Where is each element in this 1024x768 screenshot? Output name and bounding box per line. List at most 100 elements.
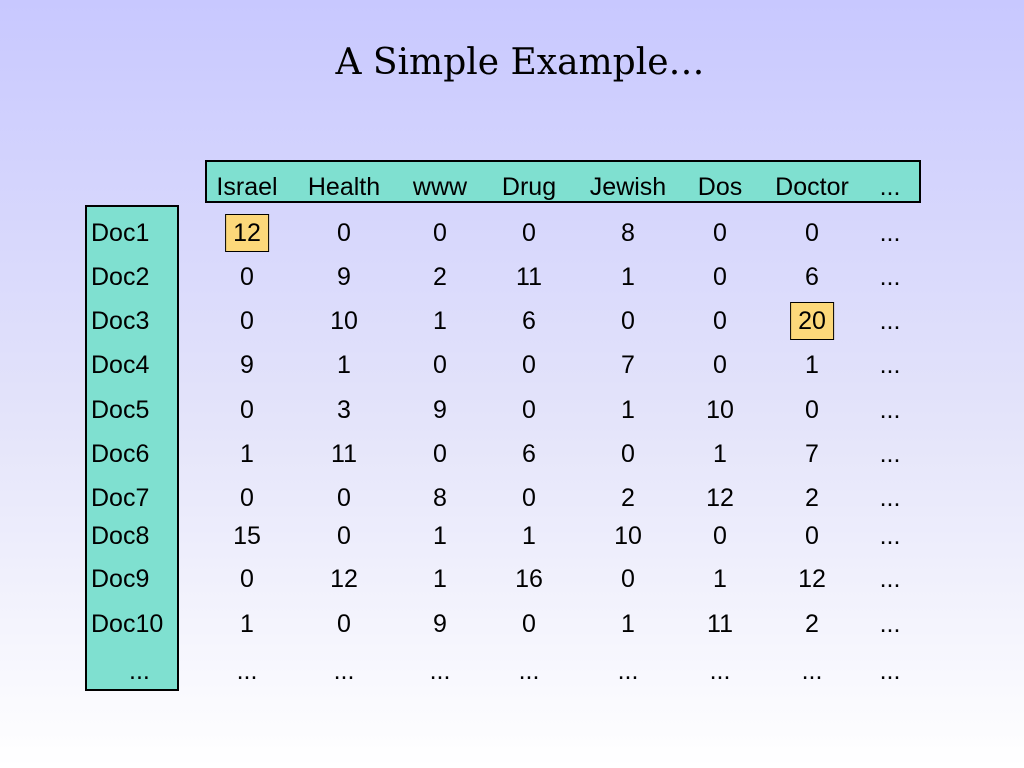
table-cell: 1 — [337, 351, 351, 379]
row-label: Doc3 — [91, 307, 150, 335]
table-cell: 0 — [805, 396, 819, 424]
table-cell: 9 — [337, 263, 351, 291]
table-cell: 20 — [790, 302, 834, 340]
table-cell: ... — [617, 657, 639, 685]
table-cell: 9 — [240, 351, 254, 379]
table-cell: 10 — [706, 396, 734, 424]
table-cell: 6 — [805, 263, 819, 291]
table-cell: ... — [879, 396, 901, 424]
table-cell: 9 — [433, 396, 447, 424]
table-cell: 1 — [433, 522, 447, 550]
table-cell: 0 — [522, 396, 536, 424]
table-cell: 3 — [337, 396, 351, 424]
table-cell: 0 — [522, 484, 536, 512]
table-cell: 0 — [713, 351, 727, 379]
table-cell: 1 — [621, 396, 635, 424]
table-cell: 0 — [337, 219, 351, 247]
table-cell: ... — [518, 657, 540, 685]
table-cell: ... — [879, 610, 901, 638]
table-cell: 8 — [621, 219, 635, 247]
table-cell: 0 — [337, 522, 351, 550]
table-cell: 8 — [433, 484, 447, 512]
row-label: Doc6 — [91, 440, 150, 468]
table-cell: 0 — [522, 351, 536, 379]
row-label: Doc2 — [91, 263, 150, 291]
table-cell: 0 — [240, 396, 254, 424]
table-cell: 1 — [240, 440, 254, 468]
table-cell: 0 — [337, 610, 351, 638]
row-label: Doc7 — [91, 484, 150, 512]
table-cell: 1 — [805, 351, 819, 379]
table-cell: 1 — [713, 565, 727, 593]
table-cell: ... — [879, 565, 901, 593]
row-label: Doc4 — [91, 351, 150, 379]
slide-title: A Simple Example… — [335, 42, 705, 83]
table-cell: 7 — [805, 440, 819, 468]
table-cell: ... — [879, 219, 901, 247]
table-cell: 0 — [240, 484, 254, 512]
table-cell: 12 — [798, 565, 826, 593]
table-cell: 0 — [713, 522, 727, 550]
table-cell: 6 — [522, 307, 536, 335]
table-cell: 12 — [225, 214, 269, 252]
table-cell: 0 — [240, 565, 254, 593]
table-cell: ... — [879, 657, 901, 685]
table-cell: 11 — [707, 610, 733, 638]
row-label-box — [85, 205, 179, 691]
column-header: Health — [307, 173, 381, 201]
table-cell: 9 — [433, 610, 447, 638]
column-header: Dos — [697, 173, 743, 201]
column-header: www — [412, 173, 468, 201]
table-cell: 0 — [522, 219, 536, 247]
table-cell: 10 — [330, 307, 358, 335]
table-cell: 0 — [240, 263, 254, 291]
row-label: Doc1 — [91, 219, 150, 247]
row-label: Doc8 — [91, 522, 150, 550]
table-cell: ... — [429, 657, 451, 685]
table-cell: 2 — [805, 484, 819, 512]
table-cell: 11 — [331, 440, 357, 468]
table-cell: 2 — [433, 263, 447, 291]
column-header: Doctor — [775, 173, 849, 201]
table-cell: 0 — [433, 351, 447, 379]
table-cell: 0 — [713, 219, 727, 247]
table-cell: 11 — [516, 263, 542, 291]
table-cell: 0 — [805, 219, 819, 247]
table-cell: 1 — [522, 522, 536, 550]
table-cell: 7 — [621, 351, 635, 379]
table-cell: 1 — [621, 610, 635, 638]
table-cell: 12 — [330, 565, 358, 593]
table-cell: 0 — [337, 484, 351, 512]
table-cell: ... — [879, 351, 901, 379]
table-cell: 10 — [614, 522, 642, 550]
column-header: Drug — [501, 173, 557, 201]
table-cell: 1 — [240, 610, 254, 638]
table-cell: 0 — [805, 522, 819, 550]
table-cell: 0 — [240, 307, 254, 335]
table-cell: 16 — [515, 565, 543, 593]
row-label: Doc10 — [91, 610, 164, 638]
row-label: Doc9 — [91, 565, 150, 593]
table-cell: 12 — [706, 484, 734, 512]
table-cell: 0 — [433, 440, 447, 468]
table-cell: 1 — [433, 307, 447, 335]
table-cell: 0 — [621, 307, 635, 335]
table-cell: ... — [879, 484, 901, 512]
table-cell: 0 — [621, 565, 635, 593]
table-cell: ... — [709, 657, 731, 685]
table-cell: 0 — [621, 440, 635, 468]
table-cell: 1 — [713, 440, 727, 468]
row-label: Doc5 — [91, 396, 150, 424]
table-cell: ... — [236, 657, 258, 685]
table-cell: 2 — [621, 484, 635, 512]
table-cell: 2 — [805, 610, 819, 638]
row-label: ... — [129, 657, 150, 685]
table-cell: 0 — [713, 263, 727, 291]
table-cell: 15 — [233, 522, 261, 550]
column-header-box — [205, 160, 921, 203]
table-cell: 0 — [713, 307, 727, 335]
table-cell: 0 — [433, 219, 447, 247]
table-cell: 0 — [522, 610, 536, 638]
table-cell: 1 — [621, 263, 635, 291]
table-cell: ... — [879, 522, 901, 550]
